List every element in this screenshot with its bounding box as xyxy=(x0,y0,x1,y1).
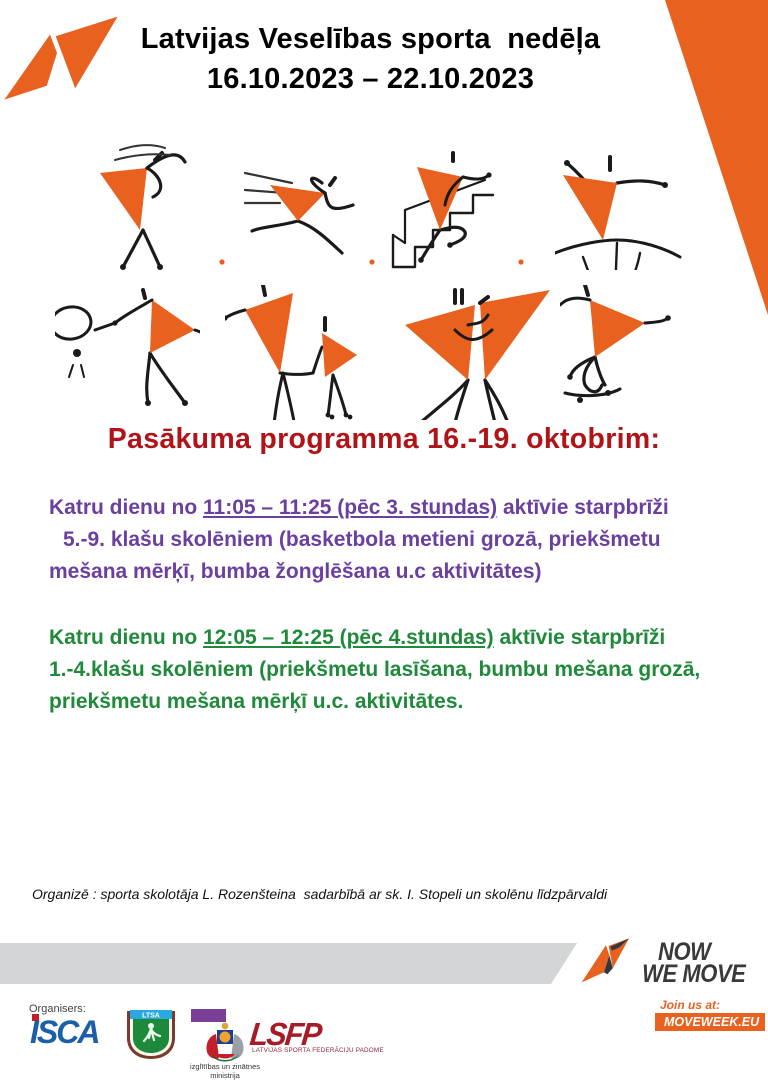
svg-text:LTSA: LTSA xyxy=(142,1013,160,1020)
